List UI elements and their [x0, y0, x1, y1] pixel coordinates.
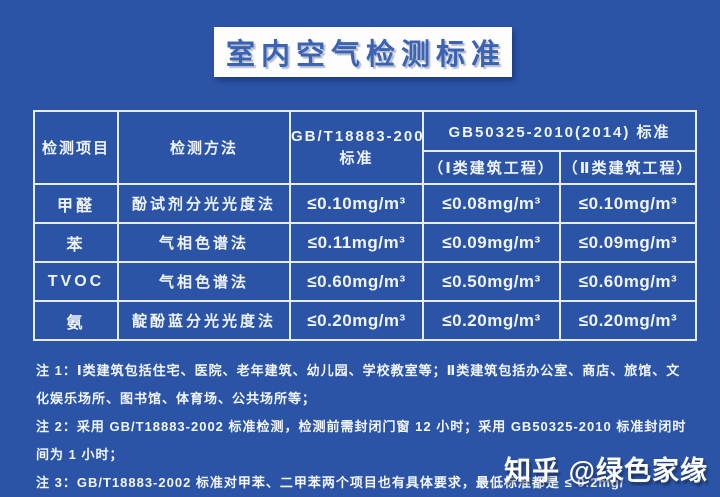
cell-item: 氨: [33, 300, 119, 341]
header-cell-gbt18883: GB/T18883-2002 标准: [289, 110, 424, 185]
standards-table: 检测项目 检测方法 GB/T18883-2002 标准 GB50325-2010…: [33, 110, 698, 341]
cell-method: 靛酚蓝分光光度法: [117, 300, 291, 341]
cell-item: TVOC: [33, 261, 119, 302]
footnote-1: 注 1：Ⅰ类建筑包括住宅、医院、老年建筑、幼儿园、学校教室等；Ⅱ类建筑包括办公室…: [36, 363, 681, 406]
header-row-1: 检测项目 检测方法 GB/T18883-2002 标准 GB50325-2010…: [33, 110, 698, 185]
cell-gbt-limit: ≤0.11mg/m³: [289, 222, 424, 263]
cell-class2-limit: ≤0.09mg/m³: [558, 222, 698, 263]
table-row-formaldehyde: 甲醛 酚试剂分光光度法 ≤0.10mg/m³ ≤0.08mg/m³ ≤0.10m…: [33, 183, 698, 224]
header-cell-class1: （Ⅰ类建筑工程）: [422, 150, 561, 185]
cell-class2-limit: ≤0.60mg/m³: [558, 261, 698, 302]
header-cell-item: 检测项目: [33, 110, 119, 185]
footnote-3: 注 3：GB/T18883-2002 标准对甲苯、二甲苯两个项目也有具体要求，最…: [36, 475, 625, 490]
cell-gbt-limit: ≤0.20mg/m³: [289, 300, 424, 341]
gbt18883-label-line2: 标准: [339, 149, 374, 167]
table-row-ammonia: 氨 靛酚蓝分光光度法 ≤0.20mg/m³ ≤0.20mg/m³ ≤0.20mg…: [33, 300, 698, 341]
footnote-2: 注 2：采用 GB/T18883-2002 标准检测，检测前需封闭门窗 12 小…: [36, 419, 687, 462]
header-row-2: （Ⅰ类建筑工程） （Ⅱ类建筑工程）: [34, 150, 698, 185]
footnotes: 注 1：Ⅰ类建筑包括住宅、医院、老年建筑、幼儿园、学校教室等；Ⅱ类建筑包括办公室…: [36, 357, 694, 497]
cell-class1-limit: ≤0.20mg/m³: [422, 300, 561, 341]
cell-class1-limit: ≤0.09mg/m³: [422, 222, 561, 263]
header-cell-gb50325: GB50325-2010(2014) 标准: [421, 110, 698, 152]
zhihu-watermark: 知乎 @绿色家缘: [504, 456, 708, 486]
title-banner: 室内空气检测标准: [214, 27, 512, 77]
cell-item: 苯: [33, 222, 119, 263]
cell-method: 气相色谱法: [117, 222, 291, 263]
cell-method: 气相色谱法: [117, 261, 291, 302]
cell-gbt-limit: ≤0.10mg/m³: [289, 183, 424, 224]
page-title: 室内空气检测标准: [225, 39, 506, 71]
table-body: 甲醛 酚试剂分光光度法 ≤0.10mg/m³ ≤0.08mg/m³ ≤0.10m…: [33, 183, 698, 341]
gbt18883-label-line1: GB/T18883-2002: [291, 127, 423, 145]
cell-class2-limit: ≤0.10mg/m³: [558, 183, 698, 224]
header-cell-class2: （Ⅱ类建筑工程）: [558, 150, 698, 185]
cell-item: 甲醛: [33, 183, 119, 224]
cell-method: 酚试剂分光光度法: [117, 183, 291, 224]
table-header: 检测项目 检测方法 GB/T18883-2002 标准 GB50325-2010…: [33, 110, 698, 185]
cell-class1-limit: ≤0.08mg/m³: [422, 183, 561, 224]
table-row-benzene: 苯 气相色谱法 ≤0.11mg/m³ ≤0.09mg/m³ ≤0.09mg/m³: [33, 222, 698, 263]
cell-gbt-limit: ≤0.60mg/m³: [289, 261, 424, 302]
cell-class2-limit: ≤0.20mg/m³: [558, 300, 698, 341]
header-cell-method: 检测方法: [117, 110, 291, 185]
cell-class1-limit: ≤0.50mg/m³: [422, 261, 561, 302]
table-row-tvoc: TVOC 气相色谱法 ≤0.60mg/m³ ≤0.50mg/m³ ≤0.60mg…: [33, 261, 698, 302]
